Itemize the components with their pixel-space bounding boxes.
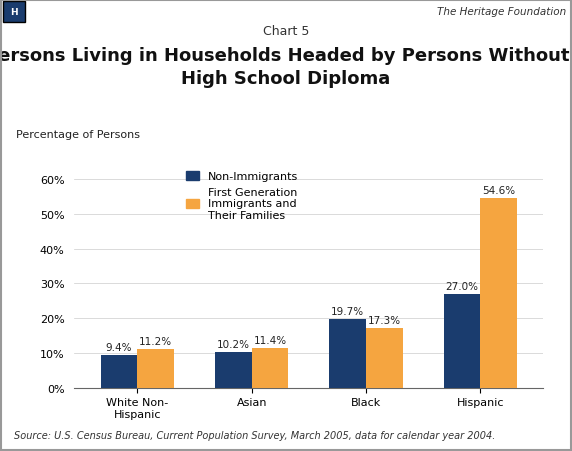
Text: Persons Living in Households Headed by Persons Without a
High School Diploma: Persons Living in Households Headed by P… xyxy=(0,47,572,88)
Bar xyxy=(137,349,174,388)
Bar xyxy=(329,319,366,388)
Bar xyxy=(366,328,403,388)
Text: Source: U.S. Census Bureau, Current Population Survey, March 2005, data for cale: Source: U.S. Census Bureau, Current Popu… xyxy=(14,430,496,440)
Text: 10.2%: 10.2% xyxy=(217,340,250,350)
Bar xyxy=(215,353,252,388)
FancyBboxPatch shape xyxy=(3,2,25,23)
Bar xyxy=(252,348,288,388)
Text: 19.7%: 19.7% xyxy=(331,307,364,317)
Legend: Non-Immigrants, First Generation
Immigrants and
Their Families: Non-Immigrants, First Generation Immigra… xyxy=(183,168,301,224)
Text: 9.4%: 9.4% xyxy=(106,342,132,353)
Text: 54.6%: 54.6% xyxy=(482,186,515,196)
Bar xyxy=(444,294,480,388)
Text: 27.0%: 27.0% xyxy=(446,281,479,291)
Text: The Heritage Foundation: The Heritage Foundation xyxy=(437,7,566,18)
Text: 17.3%: 17.3% xyxy=(368,315,401,325)
Bar xyxy=(101,355,137,388)
Text: H: H xyxy=(10,8,18,17)
Text: Chart 5: Chart 5 xyxy=(263,25,309,38)
Bar xyxy=(480,198,517,388)
Text: 11.4%: 11.4% xyxy=(253,336,287,345)
Text: 11.2%: 11.2% xyxy=(139,336,172,346)
Text: Percentage of Persons: Percentage of Persons xyxy=(16,130,140,140)
